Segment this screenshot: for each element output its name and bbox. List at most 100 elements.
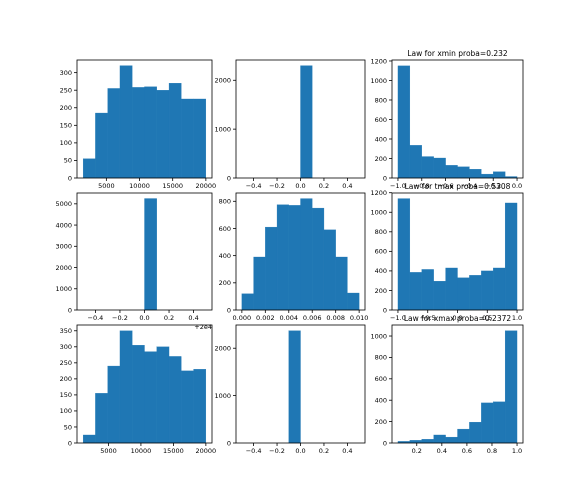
y-tick-label: 0	[68, 439, 72, 447]
x-tick-label: −0.5	[420, 314, 436, 322]
x-tick-label: 10000	[131, 447, 152, 455]
x-tick-label: 0.0	[452, 314, 462, 322]
y-tick-label: 0	[227, 174, 231, 182]
bar	[397, 198, 411, 311]
axes-title: Law for xmin proba=0.232	[407, 49, 508, 58]
bar	[481, 173, 494, 179]
x-tick-label: −0.2	[112, 314, 128, 322]
y-tick-label: 0	[383, 174, 387, 182]
x-tick-label: 1.0	[512, 314, 522, 322]
bar	[144, 86, 157, 179]
bar	[95, 393, 108, 444]
bar	[481, 402, 494, 444]
y-tick-label: 50	[64, 157, 72, 165]
x-tick-label: 0.004	[279, 314, 298, 322]
x-tick-label: 10000	[129, 182, 150, 190]
y-tick-label: 200	[60, 375, 72, 383]
x-tick-label: 0.2	[319, 182, 329, 190]
x-tick-label: −0.4	[246, 447, 262, 455]
y-tick-label: 400	[375, 267, 387, 275]
x-tick-label: 15000	[162, 182, 183, 190]
axes-frame	[235, 192, 366, 311]
bar	[469, 421, 482, 444]
bar	[433, 157, 446, 179]
bar	[397, 65, 411, 179]
bar	[119, 65, 133, 179]
x-tick-label: 0.0	[139, 314, 149, 322]
y-tick-label: 1000	[55, 285, 72, 293]
x-tick-label: 0.008	[326, 314, 345, 322]
x-tick-label: −1.0	[390, 182, 406, 190]
bar	[335, 256, 348, 311]
x-tick-label: 0.6	[462, 447, 472, 455]
bar	[181, 98, 194, 179]
y-tick-label: 600	[219, 225, 231, 233]
bar	[107, 88, 121, 179]
bar	[144, 198, 157, 311]
x-tick-label: 0.4	[342, 447, 352, 455]
x-tick-label: −1.0	[390, 314, 406, 322]
y-tick-label: 400	[375, 135, 387, 143]
bar	[288, 205, 301, 311]
bar	[95, 112, 108, 179]
bar	[409, 440, 422, 444]
x-tick-label: 0.002	[256, 314, 275, 322]
y-tick-label: 400	[375, 397, 387, 405]
bar	[445, 436, 458, 444]
y-tick-label: 2000	[214, 77, 231, 85]
y-tick-label: 250	[60, 359, 72, 367]
y-tick-label: 1000	[214, 392, 231, 400]
bar	[457, 166, 470, 179]
y-tick-label: 0	[227, 439, 231, 447]
x-tick-label: 15000	[163, 447, 184, 455]
y-tick-label: 800	[375, 354, 387, 362]
y-tick-label: 250	[60, 87, 72, 95]
x-tick-label: 0.2	[319, 447, 329, 455]
bar	[300, 198, 313, 311]
bar	[82, 434, 96, 444]
bar	[168, 356, 182, 444]
y-tick-label: 0	[68, 306, 72, 314]
bar	[347, 292, 360, 311]
bar	[132, 87, 145, 179]
bar	[168, 83, 182, 179]
y-tick-label: 1000	[370, 332, 387, 340]
y-tick-label: 4000	[55, 221, 72, 229]
y-tick-label: 50	[64, 423, 72, 431]
y-tick-label: 0	[383, 439, 387, 447]
x-tick-label: 0.2	[164, 314, 174, 322]
y-tick-label: 2000	[55, 264, 72, 272]
y-tick-label: 150	[60, 122, 72, 130]
x-tick-label: −0.6	[438, 182, 454, 190]
x-tick-label: 0.0	[295, 447, 305, 455]
y-tick-label: 300	[60, 69, 72, 77]
bar	[119, 330, 133, 444]
bar	[323, 229, 336, 311]
bar	[82, 158, 96, 179]
axes-frame	[76, 59, 213, 179]
y-tick-label: 150	[60, 391, 72, 399]
y-tick-label: 0	[68, 174, 72, 182]
y-tick-label: 800	[219, 198, 231, 206]
y-tick-label: 3000	[55, 243, 72, 251]
y-tick-label: 0	[383, 306, 387, 314]
bar	[504, 330, 518, 444]
bar	[493, 401, 506, 444]
axes-frame	[391, 324, 524, 444]
y-tick-label: 200	[60, 104, 72, 112]
x-tick-label: −0.8	[414, 182, 430, 190]
x-tick-label: −0.4	[246, 182, 262, 190]
y-tick-label: 800	[375, 228, 387, 236]
bar	[144, 351, 157, 444]
offset-text: +2e4	[194, 323, 212, 331]
y-tick-label: 1200	[370, 57, 387, 65]
x-tick-label: 0.2	[412, 447, 422, 455]
y-tick-label: 5000	[55, 200, 72, 208]
x-tick-label: −0.4	[88, 314, 104, 322]
bar	[493, 267, 506, 311]
axes-title: Law for xmax proba=0.2372	[404, 314, 512, 323]
y-tick-label: 100	[60, 139, 72, 147]
bar	[504, 202, 518, 311]
bar	[421, 439, 434, 444]
bar	[181, 370, 194, 444]
